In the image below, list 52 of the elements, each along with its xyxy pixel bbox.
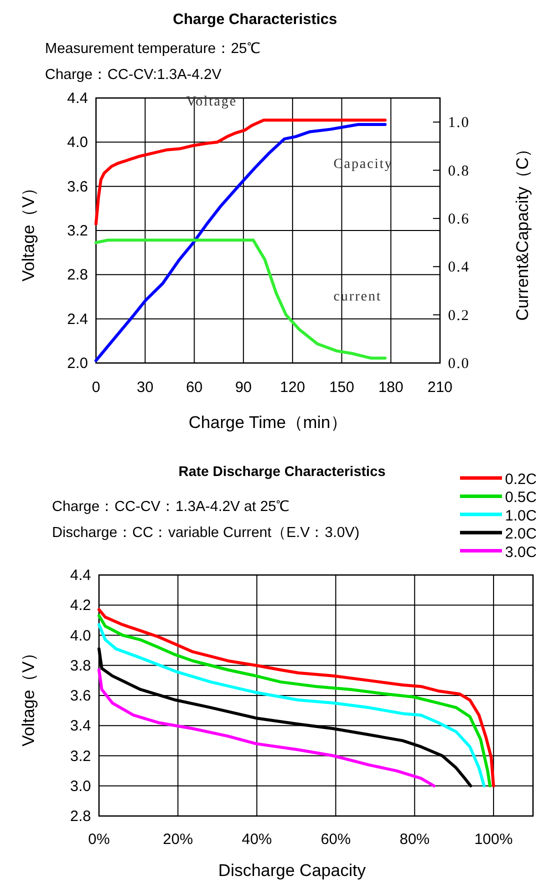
y2-tick-label: 0.6: [448, 211, 470, 228]
y-tick-label: 3.2: [70, 748, 91, 765]
y-tick-label: 3.0: [70, 778, 91, 795]
y2-axis-title: Current&Capacity（C）: [513, 140, 532, 321]
y-tick-label: 4.2: [70, 597, 91, 614]
x-tick-label: 30: [136, 379, 154, 396]
x-axis-title: Discharge Capacity: [218, 861, 366, 880]
x-tick-label: 180: [378, 379, 404, 396]
y-tick-label: 2.4: [67, 310, 88, 328]
y-tick-label: 3.6: [67, 178, 88, 196]
x-axis-title: Charge Time（min）: [188, 413, 348, 432]
legend-label: 1.0C: [505, 507, 537, 524]
legend-label: 3.0C: [505, 544, 537, 561]
y-tick-label: 3.2: [67, 222, 88, 240]
y2-tick-label: 0.2: [448, 308, 470, 324]
y2-tick-label: 0.0: [448, 356, 470, 372]
y2-tick-label: 0.4: [448, 260, 470, 276]
x-tick-label: 0%: [88, 831, 110, 848]
y-tick-label: 4.0: [70, 627, 91, 644]
x-tick-label: 60: [186, 379, 203, 396]
x-tick-label: 40%: [242, 831, 272, 848]
y-tick-label: 2.8: [67, 266, 88, 284]
x-tick-label: 60%: [320, 831, 351, 848]
x-tick-label: 100%: [474, 831, 513, 848]
y2-tick-label: 0.8: [448, 163, 470, 180]
legend-label: 0.2C: [505, 471, 537, 488]
x-tick-label: 0: [92, 379, 100, 396]
x-tick-label: 150: [329, 379, 354, 396]
legend-label: 2.0C: [505, 526, 537, 543]
chart-title: Charge Characteristics: [172, 11, 338, 28]
legend-label: 0.5C: [505, 489, 537, 506]
y2-tick-label: 1.0: [448, 115, 470, 132]
x-tick-label: 20%: [162, 831, 193, 848]
x-tick-label: 80%: [400, 831, 430, 848]
y-tick-label: 3.8: [70, 657, 91, 674]
y-tick-label: 3.4: [70, 718, 91, 735]
y-tick-label: 4.4: [70, 567, 91, 584]
chart-subtitle: Charge：CC-CV：1.3A-4.2V at 25℃: [52, 499, 290, 515]
y-axis-title: Voltage（V）: [19, 179, 38, 282]
y-axis-title: Voltage（V）: [19, 644, 38, 747]
x-tick-label: 120: [280, 379, 306, 396]
x-tick-label: 90: [235, 379, 252, 396]
y-tick-label: 4.4: [67, 90, 88, 107]
y-tick-label: 4.0: [67, 134, 88, 152]
chart-title: Rate Discharge Characteristics: [178, 463, 386, 479]
chart-subtitle: Measurement temperature：25℃: [45, 41, 261, 57]
x-tick-label: 210: [427, 379, 453, 396]
y-tick-label: 2.8: [70, 808, 91, 825]
y-tick-label: 3.6: [70, 688, 91, 704]
text: Discharge：CC：variable Current（E.V：3.0V): [52, 525, 360, 541]
text: Charge：CC-CV:1.3A-4.2V: [45, 67, 222, 83]
y-tick-label: 2.0: [67, 355, 88, 372]
